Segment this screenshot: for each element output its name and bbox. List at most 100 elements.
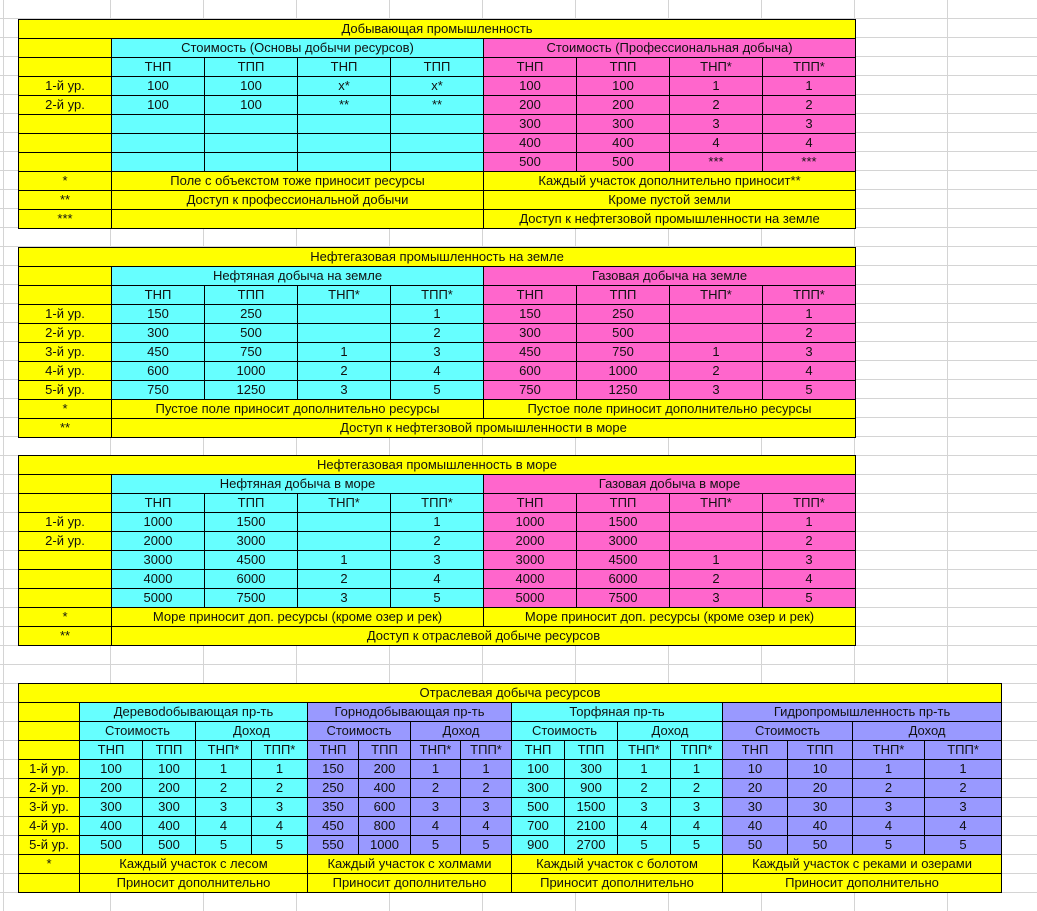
value-cell[interactable]: 750 <box>483 380 577 400</box>
value-cell[interactable]: 2 <box>297 361 391 381</box>
note-marker[interactable]: * <box>18 399 112 419</box>
value-cell[interactable]: 300 <box>79 797 143 817</box>
value-cell[interactable] <box>297 304 391 324</box>
note-text[interactable]: Каждый участок дополнительно приносит** <box>482 171 857 191</box>
value-cell[interactable]: 1500 <box>564 797 618 817</box>
value-cell[interactable]: 2 <box>195 778 252 798</box>
value-cell[interactable]: 400 <box>79 816 143 836</box>
value-cell[interactable]: 600 <box>111 361 205 381</box>
value-cell[interactable]: 300 <box>576 114 670 134</box>
level-label[interactable] <box>18 550 112 570</box>
value-cell[interactable]: 3 <box>195 797 252 817</box>
value-cell[interactable]: 1500 <box>204 512 298 532</box>
value-cell[interactable]: 1 <box>617 759 671 779</box>
value-cell[interactable]: 500 <box>576 323 670 343</box>
column-header[interactable]: ТПП <box>204 285 298 305</box>
table-title[interactable]: Добывающая промышленность <box>17 19 857 39</box>
value-cell[interactable]: 500 <box>576 152 670 172</box>
value-cell[interactable]: 20 <box>787 778 853 798</box>
column-header[interactable]: ТНП <box>111 57 205 77</box>
value-cell[interactable]: 500 <box>204 323 298 343</box>
value-cell[interactable]: 1 <box>195 759 252 779</box>
column-header[interactable]: ТНП <box>111 285 205 305</box>
value-cell[interactable]: 200 <box>483 95 577 115</box>
value-cell[interactable]: 500 <box>142 835 196 855</box>
level-label[interactable]: 2-й ур. <box>18 531 112 551</box>
value-cell[interactable]: 100 <box>79 759 143 779</box>
value-cell[interactable]: 30 <box>722 797 788 817</box>
value-cell[interactable]: 200 <box>79 778 143 798</box>
value-cell[interactable]: 10 <box>787 759 853 779</box>
value-cell[interactable] <box>390 133 484 153</box>
value-cell[interactable]: 600 <box>483 361 577 381</box>
value-cell[interactable]: 4 <box>852 816 925 836</box>
note-marker[interactable]: ** <box>18 626 112 646</box>
column-header[interactable]: ТПП <box>390 57 484 77</box>
note-text[interactable]: Море приносит доп. ресурсы (кроме озер и… <box>111 607 484 627</box>
value-cell[interactable]: 400 <box>483 133 577 153</box>
section-title[interactable]: Газовая добыча на земле <box>482 266 857 286</box>
column-header[interactable]: ТПП* <box>390 493 484 513</box>
value-cell[interactable]: 1 <box>297 342 391 362</box>
value-cell[interactable]: 2 <box>410 778 461 798</box>
note-text[interactable]: Доступ к нефтегзовой промышленности на з… <box>482 209 857 229</box>
column-header[interactable]: ТНП* <box>669 57 763 77</box>
value-cell[interactable]: 2 <box>669 569 763 589</box>
value-cell[interactable]: 800 <box>358 816 411 836</box>
value-cell[interactable]: 4 <box>762 569 856 589</box>
value-cell[interactable]: 500 <box>483 152 577 172</box>
group-header[interactable]: Стоимость <box>722 721 853 741</box>
value-cell[interactable]: 1250 <box>576 380 670 400</box>
note-text[interactable]: Пустое поле приносит дополнительно ресур… <box>111 399 484 419</box>
value-cell[interactable]: 4 <box>410 816 461 836</box>
value-cell[interactable]: 300 <box>564 759 618 779</box>
value-cell[interactable]: 3 <box>923 797 1003 817</box>
corner-cell[interactable] <box>18 702 80 722</box>
corner-cell[interactable] <box>18 38 112 58</box>
value-cell[interactable]: 300 <box>483 114 577 134</box>
value-cell[interactable]: 1000 <box>576 361 670 381</box>
value-cell[interactable]: 4 <box>669 133 763 153</box>
value-cell[interactable]: 1 <box>923 759 1003 779</box>
level-label[interactable]: 2-й ур. <box>18 778 80 798</box>
section-title[interactable]: Нефтяная добыча в море <box>111 474 484 494</box>
value-cell[interactable]: 550 <box>307 835 359 855</box>
column-header[interactable]: ТПП <box>576 57 670 77</box>
level-label[interactable]: 2-й ур. <box>18 95 112 115</box>
column-header[interactable]: ТПП <box>204 493 298 513</box>
value-cell[interactable]: 150 <box>307 759 359 779</box>
note-text[interactable]: Приносит дополнительно <box>721 873 1003 893</box>
value-cell[interactable]: 200 <box>142 778 196 798</box>
value-cell[interactable]: 10 <box>722 759 788 779</box>
value-cell[interactable]: 4 <box>923 816 1003 836</box>
value-cell[interactable]: 250 <box>576 304 670 324</box>
group-header[interactable]: Доход <box>410 721 512 741</box>
value-cell[interactable]: 900 <box>511 835 565 855</box>
value-cell[interactable]: 1 <box>390 304 484 324</box>
value-cell[interactable]: 700 <box>511 816 565 836</box>
value-cell[interactable]: 100 <box>204 76 298 96</box>
value-cell[interactable]: 200 <box>358 759 411 779</box>
note-marker[interactable]: * <box>18 854 80 874</box>
value-cell[interactable]: 100 <box>576 76 670 96</box>
value-cell[interactable]: 1 <box>670 759 723 779</box>
column-header[interactable]: ТПП* <box>762 493 856 513</box>
note-marker[interactable] <box>18 873 80 893</box>
value-cell[interactable]: 5 <box>251 835 308 855</box>
value-cell[interactable]: 3000 <box>204 531 298 551</box>
value-cell[interactable]: 2 <box>460 778 512 798</box>
value-cell[interactable]: 4 <box>617 816 671 836</box>
column-header[interactable]: ТПП* <box>670 740 723 760</box>
value-cell[interactable]: 5 <box>390 380 484 400</box>
value-cell[interactable]: 500 <box>79 835 143 855</box>
value-cell[interactable]: 450 <box>111 342 205 362</box>
value-cell[interactable]: 5 <box>670 835 723 855</box>
level-label[interactable]: 5-й ур. <box>18 835 80 855</box>
table-title[interactable]: Отраслевая добыча ресурсов <box>17 683 1003 703</box>
value-cell[interactable]: 2700 <box>564 835 618 855</box>
value-cell[interactable] <box>297 323 391 343</box>
note-text[interactable]: Каждый участок с болотом <box>511 854 723 874</box>
value-cell[interactable]: x* <box>390 76 484 96</box>
value-cell[interactable] <box>111 114 205 134</box>
value-cell[interactable]: 1 <box>669 76 763 96</box>
